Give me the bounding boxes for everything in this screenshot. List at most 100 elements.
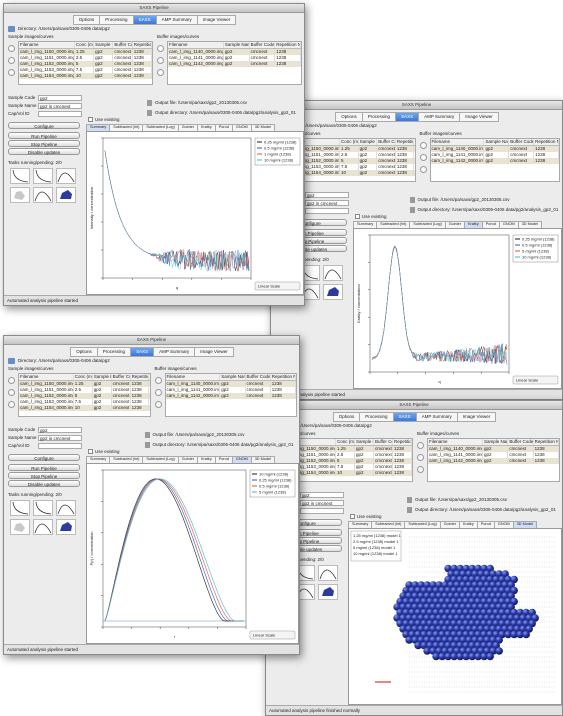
table-button[interactable] <box>157 57 164 64</box>
tab[interactable]: SAXS <box>130 347 154 357</box>
scale-button-label: Linear Scale <box>253 633 276 638</box>
table-button[interactable] <box>8 377 15 384</box>
table-button[interactable] <box>155 401 162 408</box>
tab[interactable]: Options <box>333 412 361 422</box>
button[interactable]: Configure <box>8 122 80 129</box>
tab[interactable]: Options <box>70 347 98 357</box>
plot-icon[interactable] <box>323 265 343 281</box>
directory: Directory: /Users/pa/saxs/0305-0406 data… <box>18 27 110 32</box>
text-field[interactable]: gp2 in cmcnext <box>38 435 82 441</box>
plot-icon[interactable] <box>56 519 76 535</box>
tab[interactable]: SAXS <box>393 412 417 422</box>
text-field[interactable]: gp2 in cmcnext <box>38 103 82 109</box>
checkbox[interactable] <box>88 449 93 454</box>
plot-icon[interactable] <box>56 168 76 184</box>
checkbox[interactable] <box>88 117 93 122</box>
plot-icon[interactable] <box>56 500 76 516</box>
table-button[interactable] <box>157 45 164 52</box>
tab[interactable]: Image Viewer <box>194 347 233 357</box>
plot-icon[interactable] <box>323 284 343 300</box>
plot-icon[interactable] <box>56 187 76 203</box>
table-button[interactable] <box>420 142 427 149</box>
header-cell: Repetition No. <box>131 374 150 380</box>
table-button[interactable] <box>417 466 424 473</box>
button[interactable]: Run Pipeline <box>8 132 80 139</box>
text-field[interactable]: gp2 in cmcnext <box>305 200 349 206</box>
plot-icon[interactable] <box>33 500 53 516</box>
plot-icon[interactable] <box>318 584 338 600</box>
button[interactable]: Disable updates <box>8 148 80 155</box>
table-button[interactable] <box>417 454 424 461</box>
text-field[interactable]: gp2 <box>38 427 82 433</box>
legend-entry: 10 mg/ml (1238) <box>522 255 552 260</box>
folder-icon[interactable] <box>8 26 15 32</box>
tasks-status: Tasks running/pending: 2/0 <box>8 161 62 166</box>
text-field[interactable] <box>38 111 82 117</box>
plot-icon[interactable] <box>33 519 53 535</box>
plot-icon[interactable] <box>10 519 30 535</box>
table-button[interactable] <box>417 442 424 449</box>
plot-icon[interactable] <box>10 187 30 203</box>
axes-frame <box>103 470 246 627</box>
plot-icon[interactable] <box>10 500 30 516</box>
tab[interactable]: AMP Summary <box>153 347 195 357</box>
curve <box>372 247 507 364</box>
table-button[interactable] <box>420 166 427 173</box>
plot-icon[interactable] <box>318 565 338 581</box>
tab[interactable]: Processing <box>359 412 393 422</box>
text-field[interactable]: gp2 <box>300 492 344 498</box>
tab[interactable]: SAXS <box>395 112 419 122</box>
button[interactable]: Run Pipeline <box>8 464 80 471</box>
tab[interactable]: Processing <box>362 112 396 122</box>
tab[interactable]: Image Viewer <box>459 112 498 122</box>
tab[interactable]: Options <box>335 112 363 122</box>
tab[interactable]: Processing <box>97 347 131 357</box>
plot-icon[interactable] <box>33 187 53 203</box>
table-button[interactable] <box>8 389 15 396</box>
plot-icon[interactable] <box>33 168 53 184</box>
table-button[interactable] <box>155 389 162 396</box>
table-button[interactable] <box>8 45 15 52</box>
text-field[interactable] <box>300 508 344 514</box>
text-field[interactable]: gp2 <box>305 192 349 198</box>
table-button[interactable] <box>155 377 162 384</box>
table-button[interactable] <box>420 154 427 161</box>
tab[interactable]: AMP Summary <box>156 15 198 25</box>
button[interactable]: Stop Pipeline <box>8 140 80 147</box>
text-field[interactable] <box>305 208 349 214</box>
tab[interactable]: AMP Summary <box>418 112 460 122</box>
button[interactable]: Configure <box>8 454 80 461</box>
text-field[interactable]: gp2 in cmcnext <box>300 500 344 506</box>
tab[interactable]: Options <box>73 15 101 25</box>
table-button[interactable] <box>8 57 15 64</box>
table-button[interactable] <box>8 69 15 76</box>
checkbox[interactable] <box>350 514 355 519</box>
table-header: FilenameConc (mg/ml)Sample NameBuffer Co… <box>19 42 152 49</box>
tab[interactable]: Image Viewer <box>197 15 236 25</box>
table-button[interactable] <box>157 69 164 76</box>
field-label: Sample Name <box>8 104 37 109</box>
icon-frame <box>319 566 338 581</box>
tab[interactable]: Image Viewer <box>457 412 496 422</box>
legend-entry: 0.25 mg/ml (1238) <box>264 140 297 145</box>
text-field[interactable]: gp2 <box>38 95 82 101</box>
plot-icon[interactable] <box>10 168 30 184</box>
table-button[interactable] <box>8 401 15 408</box>
button[interactable]: Disable updates <box>8 480 80 487</box>
folder-icon[interactable] <box>8 358 15 364</box>
button[interactable]: Stop Pipeline <box>8 472 80 479</box>
tab[interactable]: SAXS <box>133 15 157 25</box>
checkbox[interactable] <box>355 214 360 219</box>
text-field[interactable] <box>38 443 82 449</box>
header-cell: Buffer Code <box>374 439 393 445</box>
tab[interactable]: Processing <box>99 15 133 25</box>
tab[interactable]: AMP Summary <box>416 412 458 422</box>
